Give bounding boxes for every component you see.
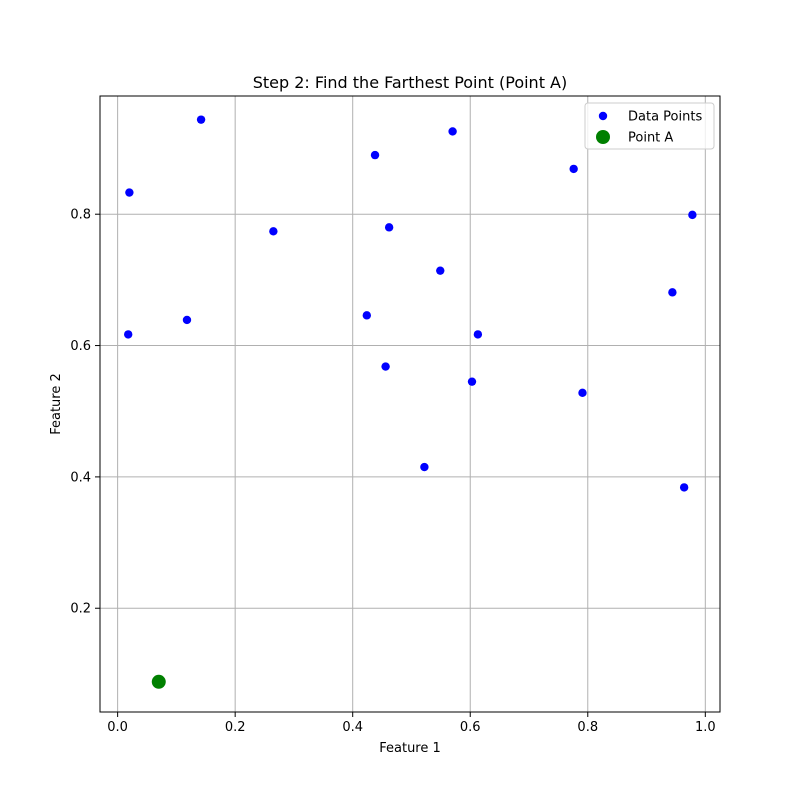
y-axis-label: Feature 2	[49, 373, 64, 435]
x-tick-label: 0.8	[577, 720, 598, 735]
data-point	[448, 127, 457, 136]
data-point	[420, 462, 429, 472]
x-axis-ticks: 0.0 0.2 0.4 0.6 0.8 1.0	[107, 712, 716, 735]
data-point	[569, 164, 578, 174]
x-tick-label: 1.0	[695, 720, 716, 735]
plot-frame	[99, 95, 721, 713]
point-a-marker	[151, 674, 166, 689]
data-point	[668, 288, 677, 297]
data-point	[182, 315, 192, 325]
y-tick-label: 0.6	[70, 339, 91, 354]
data-point	[269, 227, 278, 236]
data-point	[679, 483, 689, 492]
y-tick-label: 0.4	[70, 470, 91, 485]
x-tick-label: 0.2	[225, 720, 246, 735]
data-point	[124, 330, 133, 339]
legend-label: Point A	[628, 131, 673, 146]
data-point	[578, 388, 587, 398]
legend-marker	[598, 111, 608, 121]
data-point	[370, 150, 380, 160]
data-point	[467, 377, 477, 386]
data-point	[436, 266, 445, 275]
data-point	[362, 311, 372, 320]
data-point	[473, 330, 483, 339]
legend-label: Data Points	[628, 110, 702, 125]
x-axis-label: Feature 1	[379, 741, 441, 756]
x-tick-label: 0.0	[107, 720, 128, 735]
y-tick-label: 0.2	[70, 602, 91, 617]
data-point	[688, 210, 697, 220]
data-point	[196, 115, 206, 124]
x-tick-label: 0.4	[342, 720, 363, 735]
legend: Data Points Point A	[584, 102, 715, 150]
data-point	[381, 362, 390, 371]
chart-title: Step 2: Find the Farthest Point (Point A…	[253, 73, 568, 92]
y-axis-ticks: 0.2 0.4 0.6 0.8	[70, 208, 100, 617]
data-points-layer	[124, 115, 697, 689]
data-point	[125, 188, 134, 197]
x-tick-label: 0.6	[460, 720, 481, 735]
legend-box	[584, 102, 715, 150]
y-tick-label: 0.8	[70, 208, 91, 223]
data-point	[384, 223, 394, 232]
legend-marker	[596, 130, 610, 144]
grid-lines	[100, 96, 720, 712]
